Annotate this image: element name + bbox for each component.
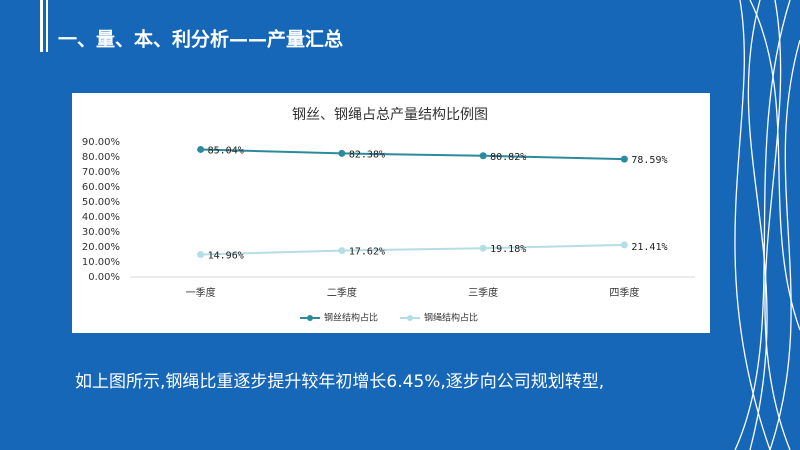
data-point [620, 155, 628, 163]
y-tick-label: 60.00% [82, 182, 120, 193]
y-tick-label: 80.00% [82, 152, 120, 163]
curve [734, 0, 791, 450]
slide-title: 一、量、本、利分析——产量汇总 [58, 28, 343, 51]
y-tick-label: 30.00% [82, 227, 120, 238]
data-label: 80.82% [490, 152, 526, 163]
chart-panel [72, 93, 710, 333]
y-tick-label: 20.00% [82, 242, 120, 253]
y-tick-label: 70.00% [82, 167, 120, 178]
x-tick-label: 二季度 [327, 286, 357, 299]
series-line [200, 243, 625, 256]
data-label: 78.59% [631, 155, 667, 166]
y-tick-label: 50.00% [82, 197, 120, 208]
x-tick-label: 三季度 [468, 286, 498, 299]
y-tick-label: 90.00% [82, 137, 120, 148]
y-tick-label: 40.00% [82, 212, 120, 223]
data-point [338, 149, 346, 157]
curve [734, 0, 771, 450]
legend-label: 钢丝结构占比 [324, 312, 378, 324]
data-label: 82.38% [349, 149, 385, 160]
legend-marker [407, 315, 413, 321]
curve [747, 0, 768, 450]
data-label: 17.62% [349, 247, 385, 258]
data-point [197, 145, 205, 153]
curve [764, 0, 791, 450]
data-point [197, 251, 205, 259]
body-text: 如上图所示,钢绳比重逐步提升较年初增长6.45%,逐步向公司规划转型, [75, 372, 604, 392]
data-point [479, 244, 487, 252]
x-tick-label: 一季度 [186, 286, 216, 299]
chart-title: 钢丝、钢绳占总产量结构比例图 [292, 107, 488, 123]
legend-marker [307, 315, 313, 321]
x-tick-label: 四季度 [609, 286, 639, 299]
y-tick-label: 0.00% [88, 272, 120, 283]
decoration [734, 0, 800, 450]
curve [749, 0, 800, 331]
data-label: 85.04% [208, 145, 244, 156]
data-label: 21.41% [631, 242, 667, 253]
data-point [620, 241, 628, 249]
data-label: 19.18% [490, 244, 526, 255]
accent-bar [40, 0, 43, 52]
data-point [338, 247, 346, 255]
y-tick-label: 10.00% [82, 257, 120, 268]
legend-label: 钢绳结构占比 [424, 312, 478, 324]
accent-bar [46, 0, 48, 52]
curve [769, 39, 800, 450]
data-label: 14.96% [208, 251, 244, 262]
series-line [200, 148, 625, 161]
data-point [479, 152, 487, 160]
